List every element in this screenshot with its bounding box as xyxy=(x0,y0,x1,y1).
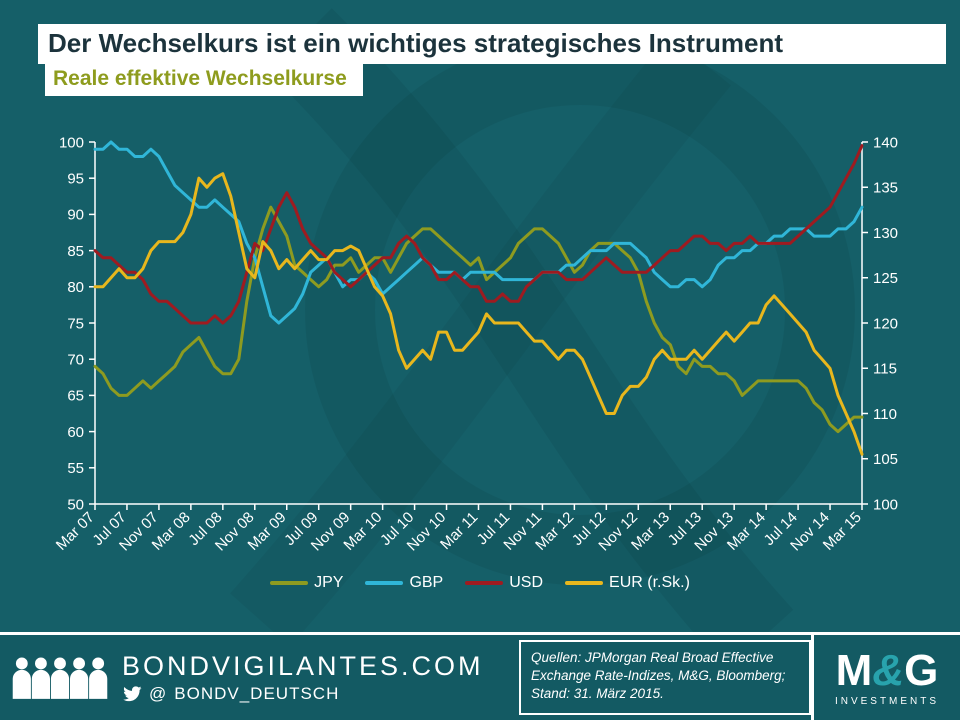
twitter-at: @ xyxy=(149,684,168,703)
legend-label: GBP xyxy=(409,574,444,591)
footer: BONDVIGILANTES.COM @ BONDV_DEUTSCH Quell… xyxy=(0,632,960,720)
series-line-gbp xyxy=(93,140,864,325)
footer-brand-section: BONDVIGILANTES.COM @ BONDV_DEUTSCH xyxy=(0,635,519,720)
series-line-usd xyxy=(93,144,864,325)
source-box: Quellen: JPMorgan Real Broad Effective E… xyxy=(519,640,811,715)
y-axis-label-right: 135 xyxy=(873,180,898,197)
y-axis-label-right: 140 xyxy=(873,134,898,151)
site-name[interactable]: BONDVIGILANTES.COM xyxy=(122,651,484,681)
twitter-icon xyxy=(123,686,142,702)
person-3 xyxy=(50,657,70,699)
y-axis-label-left: 90 xyxy=(67,207,84,224)
title-band: Der Wechselkurs ist ein wichtiges strate… xyxy=(38,24,946,64)
y-axis-label-left: 50 xyxy=(67,496,84,513)
person-2 xyxy=(31,657,50,699)
y-axis-label-right: 105 xyxy=(873,451,898,468)
source-text: Quellen: JPMorgan Real Broad Effective E… xyxy=(531,650,786,702)
person-5 xyxy=(89,657,108,699)
twitter-handle[interactable]: BONDV_DEUTSCH xyxy=(174,684,340,703)
legend-label: EUR (r.Sk.) xyxy=(609,574,690,591)
twitter-row[interactable]: @ BONDV_DEUTSCH xyxy=(122,684,484,704)
logo-ampersand: & xyxy=(872,645,905,695)
people-icon xyxy=(12,657,108,699)
legend-label: JPY xyxy=(314,574,344,591)
logo-m: M xyxy=(835,645,873,695)
chart-legend: JPY GBP USD EUR (r.Sk.) xyxy=(0,574,960,592)
person-1 xyxy=(12,657,31,699)
y-axis-label-left: 70 xyxy=(67,351,84,368)
y-axis-label-left: 55 xyxy=(67,460,84,477)
mg-logo-subtext: INVESTMENTS xyxy=(834,695,940,707)
legend-item-gbp: GBP xyxy=(365,574,443,592)
legend-item-usd: USD xyxy=(465,574,543,592)
legend-item-jpy: JPY xyxy=(270,574,343,592)
logo-g: G xyxy=(904,645,939,695)
series-line-jpy xyxy=(93,205,864,434)
legend-swatch xyxy=(565,581,604,585)
y-axis-label-right: 100 xyxy=(873,496,898,513)
x-axis-label: Mar 07 xyxy=(53,509,98,554)
series-line-eur-r-sk xyxy=(93,172,864,456)
legend-swatch xyxy=(365,581,404,585)
chart-subtitle: Reale effektive Wechselkurse xyxy=(53,67,347,90)
subtitle-band: Reale effektive Wechselkurse xyxy=(45,64,363,97)
y-axis-label-left: 75 xyxy=(67,315,84,332)
y-axis-label-left: 65 xyxy=(67,388,84,405)
y-axis-label-right: 115 xyxy=(873,361,897,378)
y-axis-label-right: 130 xyxy=(873,225,898,242)
mg-logo-section: M&G INVESTMENTS xyxy=(811,635,960,720)
exchange-rate-chart: 50 55 60 65 70 75 80 85 90 95 100 100 105 110 115 120 12… xyxy=(53,134,898,554)
footer-brand-text: BONDVIGILANTES.COM @ BONDV_DEUTSCH xyxy=(122,651,484,704)
mg-logo: M&G xyxy=(835,645,939,695)
page-title: Der Wechselkurs ist ein wichtiges strate… xyxy=(48,28,783,58)
person-4 xyxy=(70,657,89,699)
legend-label: USD xyxy=(509,574,544,591)
y-axis-label-left: 85 xyxy=(67,243,84,260)
y-axis-label-right: 110 xyxy=(873,406,897,423)
legend-item-eur-r-sk: EUR (r.Sk.) xyxy=(565,574,690,592)
legend-swatch xyxy=(465,581,504,585)
y-axis-label-left: 95 xyxy=(67,170,84,187)
y-axis-label-right: 125 xyxy=(873,270,898,287)
y-axis-label-right: 120 xyxy=(873,315,898,332)
legend-swatch xyxy=(270,581,309,585)
y-axis-label-left: 60 xyxy=(67,424,84,441)
y-axis-label-left: 100 xyxy=(59,134,84,151)
y-axis-label-left: 80 xyxy=(67,279,84,296)
